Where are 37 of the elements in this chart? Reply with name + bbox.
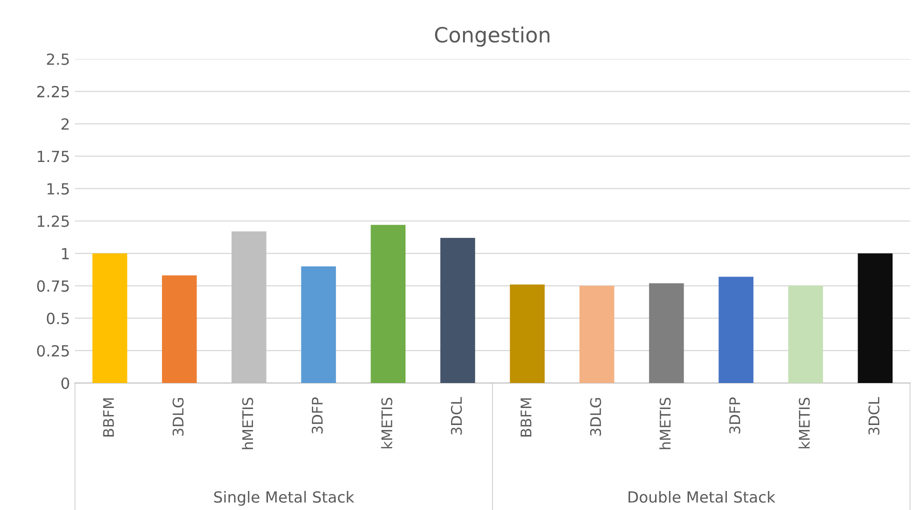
- y-tick-label: 1.75: [38, 150, 69, 162]
- text: Single Metal Stack: [214, 490, 354, 506]
- x-tick-label: 3DLG: [172, 398, 184, 436]
- bar: [788, 286, 824, 383]
- x-tick-label: kMETIS: [798, 398, 810, 448]
- y-tick-label: 0.75: [37, 280, 69, 292]
- bar: [510, 284, 545, 383]
- bar: [440, 238, 476, 383]
- y-tick-label: 1: [62, 248, 69, 260]
- x-tick-label: 3DLG: [590, 398, 602, 436]
- x-tick-label: hMETIS: [659, 398, 671, 450]
- y-tick-label: 1.25: [38, 215, 69, 228]
- x-tick-label: 3DCL: [868, 396, 880, 435]
- chart-title: Congestion: [435, 26, 550, 47]
- x-tick-label: 3DCL: [450, 396, 462, 435]
- x-tick-label: BBFM: [103, 398, 114, 436]
- x-tick-label: 3DFP: [312, 397, 323, 434]
- x-tick-label: hMETIS: [242, 398, 254, 450]
- y-tick-label: 2.25: [37, 86, 69, 98]
- y-tick-label: 0.25: [37, 345, 69, 357]
- y-tick-label: 2: [62, 118, 69, 130]
- bar: [370, 224, 406, 383]
- bar: [92, 253, 128, 383]
- bar: [301, 266, 336, 383]
- y-tick-label: 2.5: [46, 53, 69, 66]
- y-tick-label: 1.5: [48, 183, 69, 195]
- x-tick-label: 3DFP: [729, 397, 740, 434]
- text: Double Metal Stack: [628, 490, 776, 503]
- bar: [649, 283, 684, 383]
- bar: [858, 253, 893, 383]
- bar: [718, 276, 754, 383]
- y-tick-label: 0.5: [46, 312, 69, 324]
- x-tick-label: kMETIS: [381, 398, 392, 448]
- x-tick-label: BBFM: [520, 398, 532, 436]
- y-tick-label: 0: [61, 377, 70, 390]
- bar: [162, 275, 197, 383]
- bar: [579, 286, 614, 383]
